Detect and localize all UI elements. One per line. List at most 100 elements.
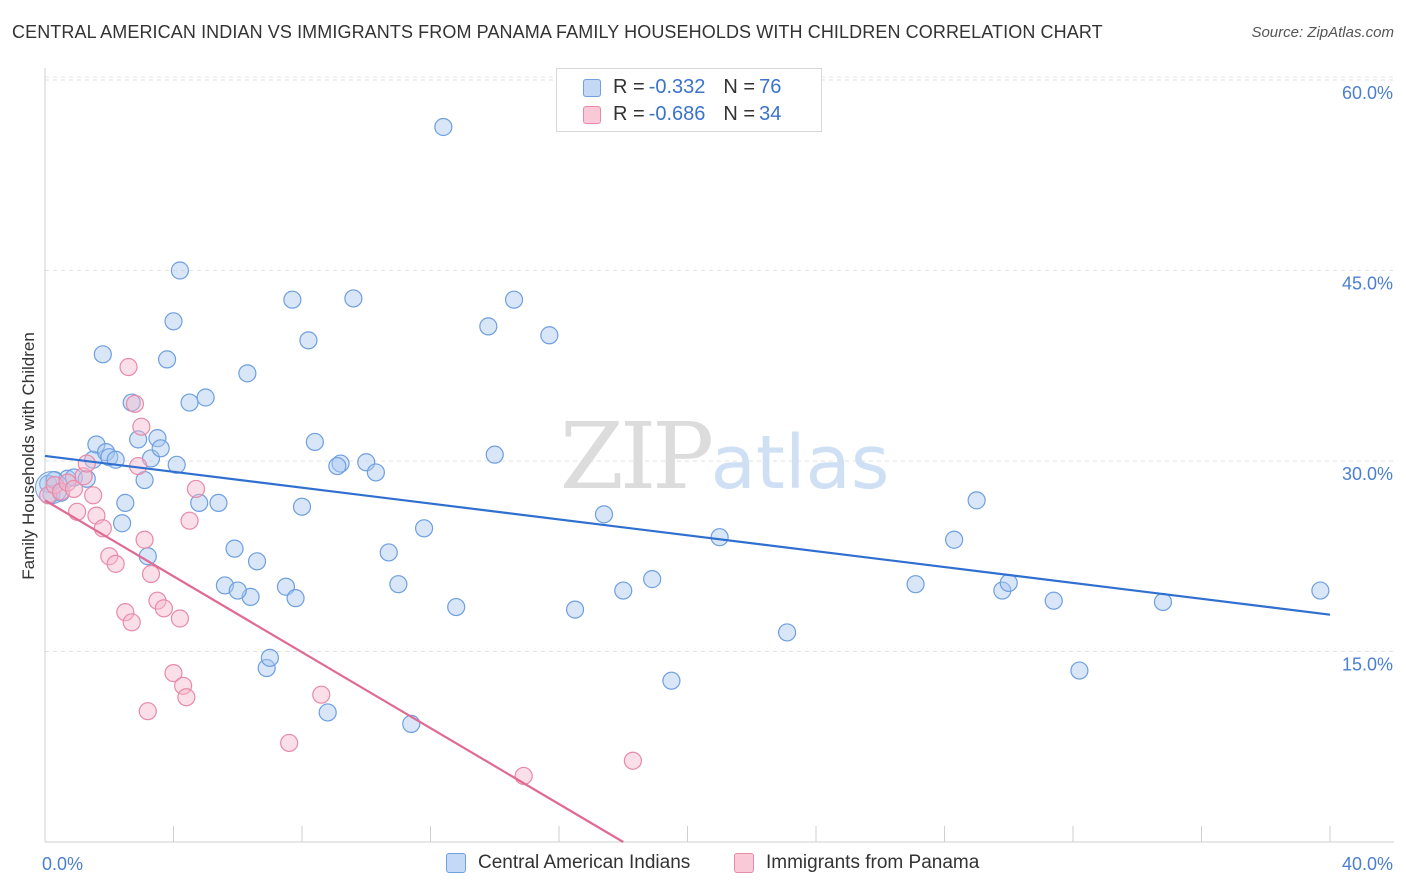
data-point-pink [77,454,96,473]
data-point-pink [132,417,151,436]
data-point-pink [68,502,87,521]
grid-lines [45,76,1394,652]
data-point-blue [331,454,350,473]
y-tick-label: 60.0% [1342,83,1393,103]
series-legend: Central American Indians Immigrants from… [0,852,1406,878]
data-point-blue [1311,581,1330,600]
data-point-blue [614,581,633,600]
data-point-pink [138,702,157,721]
data-point-blue [247,552,267,571]
legend-n-value: 76 [759,76,782,98]
data-point-pink [170,609,190,628]
data-point-blue [228,581,247,600]
data-point-blue [594,505,614,524]
series-immigrants-from-panama [39,357,642,786]
legend-r-value: -0.332 [648,76,706,98]
legend-item-central-american-indians: Central American Indians [446,852,690,874]
legend-row-blue: R = -0.332 N = 76 [583,76,781,99]
trend-line-blue [44,454,1331,616]
data-point-blue [662,671,681,690]
legend-n-label: N = [723,103,756,125]
data-point-blue [225,539,244,558]
data-point-blue [999,573,1018,593]
data-point-blue [434,117,453,137]
data-point-pink [141,564,161,584]
x-tick-labels: 0.0% 40.0% [42,854,1393,874]
data-point-pink [623,751,642,770]
data-point-blue [283,290,302,309]
data-point-pink [64,479,84,499]
legend-r-label: R = [613,76,645,98]
data-point-pink [100,547,119,566]
axes [44,68,1394,843]
data-point-blue [479,317,498,336]
data-point-blue [328,456,347,476]
data-point-blue [180,393,199,412]
data-point-blue [190,493,209,513]
y-tick-label: 30.0% [1342,464,1393,484]
legend-item-immigrants-from-panama: Immigrants from Panama [734,852,979,874]
watermark-zip: ZIP [560,403,711,510]
data-point-blue [238,364,257,383]
legend-label: Central American Indians [478,852,691,873]
data-point-pink [180,511,199,530]
legend-swatch-pink [583,105,601,124]
y-tick-label: 45.0% [1342,274,1393,294]
data-point-pink [280,733,299,753]
data-point-blue [257,658,276,678]
data-point-blue [389,575,408,594]
x-tick-label-max: 40.0% [1342,854,1393,874]
data-point-blue [967,491,986,510]
data-point-pink [164,663,183,683]
data-point-pink [174,676,193,695]
legend-row-pink: R = -0.686 N = 34 [583,103,781,126]
data-point-blue [447,597,466,617]
data-point-pink [116,603,135,622]
data-point-blue [164,312,183,331]
trend-lines [44,454,1331,843]
data-point-pink [84,486,103,505]
stats-legend: R = -0.332 N = 76 R = -0.686 N = 34 [556,68,822,132]
watermark: ZIP atlas [560,403,890,510]
data-point-blue [643,570,662,589]
watermark-atlas: atlas [711,420,890,506]
data-point-blue [1044,591,1063,610]
data-point-blue [1070,661,1089,680]
data-point-blue [87,435,106,454]
data-point-pink [106,554,125,573]
legend-label: Immigrants from Panama [766,852,980,873]
data-point-pink [148,591,167,610]
chart-title: CENTRAL AMERICAN INDIAN VS IMMIGRANTS FR… [12,22,1103,42]
y-axis-title: Family Households with Children [19,332,38,580]
data-point-pink [177,688,196,707]
data-point-blue [777,623,797,642]
data-point-blue [344,289,363,308]
data-point-blue [286,589,305,608]
data-point-blue [906,575,925,594]
x-tick-label-min: 0.0% [42,854,83,874]
data-point-blue [209,493,228,513]
data-point-pink [122,613,141,632]
data-point-blue [292,497,312,516]
trend-line-pink [44,499,624,843]
data-point-blue [116,493,135,513]
data-point-blue [148,429,167,448]
legend-r-value: -0.686 [648,103,706,125]
data-point-blue [170,261,190,280]
data-point-blue [196,388,215,407]
data-point-blue [93,345,112,364]
data-point-blue [366,463,385,482]
data-point-blue [540,326,559,345]
data-point-blue [318,703,337,722]
data-point-blue [485,445,504,464]
data-point-blue [565,600,585,619]
data-point-pink [119,357,138,377]
data-point-blue [260,648,279,667]
data-point-blue [504,290,524,309]
data-point-blue [167,455,186,474]
legend-swatch-blue [583,78,601,97]
data-point-pink [186,479,206,499]
data-point-blue [77,469,96,488]
data-point-blue [710,528,729,547]
legend-n-label: N = [723,76,756,98]
